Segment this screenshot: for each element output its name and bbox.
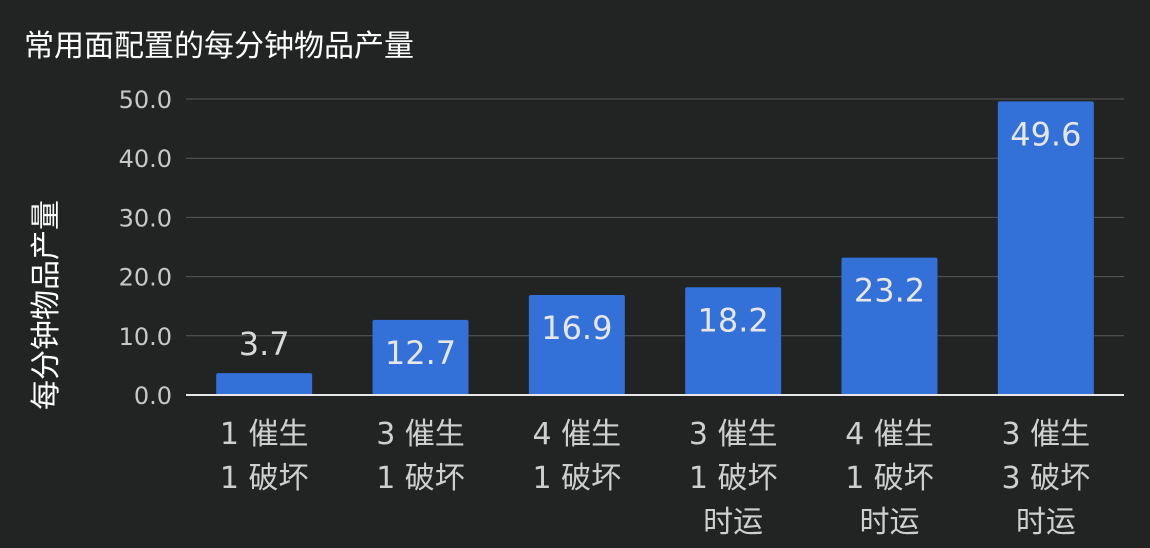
y-tick-label: 40.0 [119, 145, 172, 173]
data-label: 18.2 [698, 301, 769, 339]
data-label: 23.2 [854, 272, 925, 310]
x-tick-label: 3 催生 [689, 417, 778, 452]
y-tick-label: 10.0 [119, 323, 172, 351]
x-tick-label: 3 催生 [376, 417, 465, 452]
data-label: 16.9 [541, 309, 612, 347]
y-tick-label: 50.0 [119, 86, 172, 114]
bar [685, 287, 782, 395]
x-tick-label: 1 破坏 [376, 461, 465, 496]
bar [997, 101, 1094, 396]
bar [841, 257, 938, 395]
data-label: 3.7 [239, 325, 290, 363]
x-tick-label: 1 破坏 [220, 461, 309, 496]
x-tick-label: 1 破坏 [533, 461, 622, 496]
y-axis-ticks: 0.0 10.0 20.0 30.0 40.0 50.0 [119, 86, 172, 410]
data-labels: 3.7 12.7 16.9 18.2 23.2 49.6 [239, 115, 1082, 371]
x-tick-label: 3 破坏 [1002, 461, 1091, 496]
x-tick-label: 4 催生 [845, 417, 934, 452]
bar [216, 373, 313, 395]
y-axis-label: 每分钟物品产量 [29, 200, 64, 410]
y-tick-label: 30.0 [119, 204, 172, 232]
bars [216, 101, 1094, 396]
y-tick-label: 0.0 [134, 382, 172, 410]
x-tick-label: 3 催生 [1002, 417, 1091, 452]
x-tick-label: 时运 [1016, 505, 1076, 540]
x-tick-label: 时运 [703, 505, 763, 540]
gridlines [186, 98, 1124, 337]
y-tick-label: 20.0 [119, 264, 172, 292]
data-label: 12.7 [385, 334, 456, 372]
bar [372, 319, 469, 395]
x-tick-label: 1 破坏 [689, 461, 778, 496]
x-tick-label: 时运 [860, 505, 920, 540]
x-tick-label: 1 催生 [220, 417, 309, 452]
chart-title: 常用面配置的每分钟物品产量 [24, 29, 414, 64]
bar [528, 294, 625, 395]
data-label: 49.6 [1010, 115, 1081, 153]
x-tick-label: 4 催生 [533, 417, 622, 452]
x-tick-label: 1 破坏 [845, 461, 934, 496]
